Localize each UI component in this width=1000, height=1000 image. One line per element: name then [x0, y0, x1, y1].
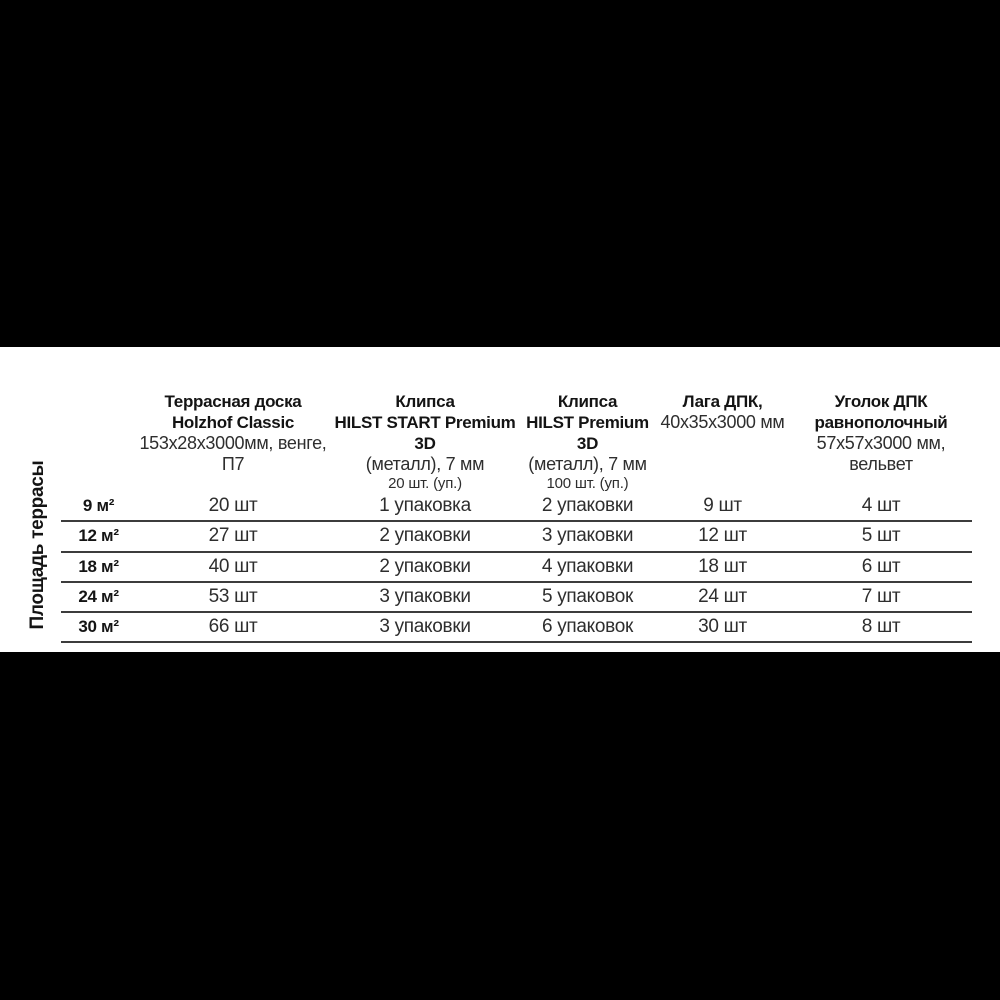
column-header-line: (металл), 7 мм — [365, 454, 485, 474]
cell-value: 66 шт — [136, 612, 330, 644]
column-header-clip-start: Клипса HILST START Premium 3D (металл), … — [330, 391, 520, 492]
table-row: 12 м² 27 шт 2 упаковки 3 упаковки 12 шт … — [61, 521, 972, 553]
table-row: 30 м² 66 шт 3 упаковки 6 упаковок 30 шт … — [61, 612, 972, 644]
cell-value: 2 упаковки — [520, 492, 655, 523]
column-header-line: 153х28х3000мм, венге, П7 — [139, 433, 327, 474]
cell-value: 53 шт — [136, 581, 330, 614]
cell-value: 18 шт — [655, 551, 790, 583]
column-header-line: 40х35х3000 мм — [660, 412, 785, 432]
cell-value: 3 упаковки — [330, 581, 520, 614]
cell-value: 2 упаковки — [330, 551, 520, 583]
column-header-corner-profile: Уголок ДПК равнополочный 57х57х3000 мм, … — [790, 391, 972, 492]
column-header-joist: Лага ДПК, 40х35х3000 мм — [655, 391, 790, 492]
cell-value: 5 шт — [790, 521, 972, 553]
cell-value: 4 шт — [790, 492, 972, 523]
column-header-line: Террасная доска — [164, 392, 302, 411]
cell-value: 2 упаковки — [330, 521, 520, 553]
column-header-line: Holzhof Classic — [171, 413, 295, 432]
column-header-line: Клипса — [557, 392, 618, 411]
cell-value: 4 упаковки — [520, 551, 655, 583]
area-row-label: 24 м² — [61, 581, 136, 614]
cell-value: 3 упаковки — [330, 612, 520, 644]
header-row: Террасная доска Holzhof Classic 153х28х3… — [61, 391, 972, 492]
cell-value: 7 шт — [790, 581, 972, 614]
cell-value: 3 упаковки — [520, 521, 655, 553]
column-header-line: 20 шт. (уп.) — [388, 475, 462, 492]
area-axis-label: Площадь террасы — [27, 460, 48, 630]
column-header-deck-board: Террасная доска Holzhof Classic 153х28х3… — [136, 391, 330, 492]
column-header-line: 100 шт. (уп.) — [546, 475, 629, 492]
table-row: 18 м² 40 шт 2 упаковки 4 упаковки 18 шт … — [61, 551, 972, 583]
column-header-line: HILST START Premium 3D — [334, 413, 516, 453]
area-row-label: 18 м² — [61, 551, 136, 583]
cell-value: 6 упаковок — [520, 612, 655, 644]
cell-value: 9 шт — [655, 492, 790, 523]
cell-value: 24 шт — [655, 581, 790, 614]
cell-value: 1 упаковка — [330, 492, 520, 523]
column-header-line: Клипса — [395, 392, 455, 411]
materials-table-section: Террасная доска Holzhof Classic 153х28х3… — [61, 391, 972, 644]
cell-value: 30 шт — [655, 612, 790, 644]
cell-value: 20 шт — [136, 492, 330, 523]
table-row: 24 м² 53 шт 3 упаковки 5 упаковок 24 шт … — [61, 581, 972, 614]
column-header-line: Лага ДПК, — [682, 392, 763, 411]
area-row-label: 9 м² — [61, 492, 136, 523]
column-header-line: (металл), 7 мм — [528, 454, 647, 474]
top-black-bar — [0, 0, 1000, 347]
bottom-black-bar — [0, 652, 1000, 1000]
table-row: 9 м² 20 шт 1 упаковка 2 упаковки 9 шт 4 … — [61, 492, 972, 523]
cell-value: 8 шт — [790, 612, 972, 644]
corner-cell — [61, 391, 136, 492]
cell-value: 27 шт — [136, 521, 330, 553]
cell-value: 12 шт — [655, 521, 790, 553]
column-header-line: Уголок ДПК — [834, 392, 928, 411]
cell-value: 5 упаковок — [520, 581, 655, 614]
column-header-line: HILST Premium 3D — [526, 413, 649, 453]
materials-table: Террасная доска Holzhof Classic 153х28х3… — [61, 391, 972, 644]
cell-value: 6 шт — [790, 551, 972, 583]
column-header-clip-premium: Клипса HILST Premium 3D (металл), 7 мм 1… — [520, 391, 655, 492]
cell-value: 40 шт — [136, 551, 330, 583]
column-header-line: равнополочный — [814, 413, 948, 432]
area-row-label: 30 м² — [61, 612, 136, 644]
column-header-line: 57х57х3000 мм, вельвет — [816, 433, 946, 474]
area-row-label: 12 м² — [61, 521, 136, 553]
